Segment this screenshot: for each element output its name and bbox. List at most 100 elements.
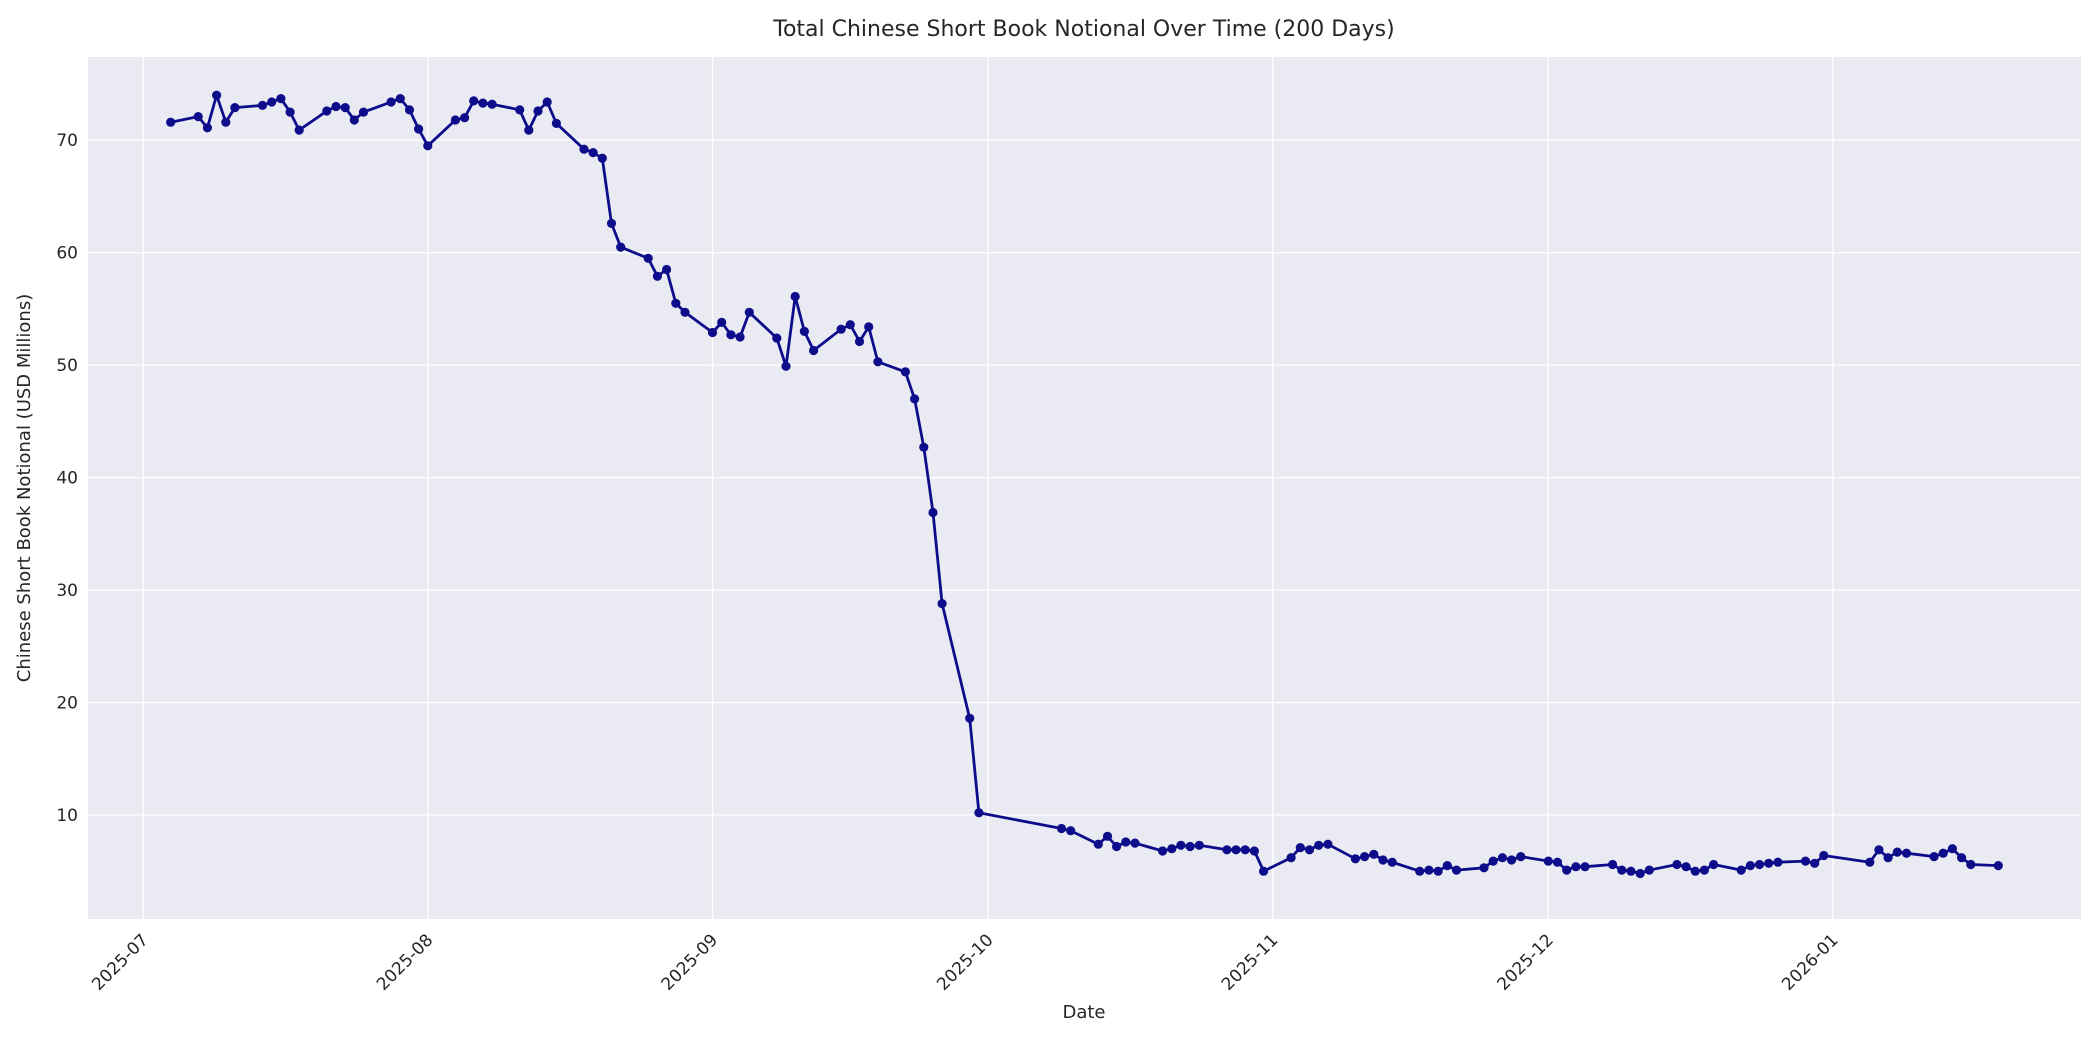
data-point (1350, 854, 1360, 864)
data-point (1562, 865, 1572, 875)
data-point (1709, 859, 1719, 870)
data-point (1130, 838, 1140, 848)
x-gridlines (142, 57, 1834, 919)
x-tick-2025-08: 2025-08 (373, 930, 437, 994)
x-tick-2025-11: 2025-11 (1218, 930, 1282, 994)
data-point (1314, 840, 1324, 850)
data-point (331, 101, 341, 112)
data-point (1865, 857, 1875, 867)
data-point (836, 324, 846, 334)
y-axis-label: Chinese Short Book Notional (USD Million… (14, 294, 35, 682)
data-point (597, 153, 607, 163)
data-point (643, 253, 653, 263)
data-point (450, 115, 460, 125)
data-point (900, 367, 911, 377)
data-point (414, 124, 424, 134)
data-point (1635, 868, 1645, 879)
data-point (910, 394, 920, 404)
data-point (680, 307, 690, 317)
data-point (340, 103, 350, 113)
data-point (294, 125, 304, 135)
data-point (671, 298, 681, 308)
data-point (1488, 856, 1498, 866)
x-tick-2025-07: 2025-07 (88, 930, 152, 994)
y-tick-10: 10 (56, 806, 78, 826)
data-point (1424, 865, 1434, 875)
data-point (1433, 866, 1443, 876)
data-point (1066, 826, 1076, 836)
data-point (1608, 859, 1618, 870)
data-point (1259, 866, 1269, 876)
data-point (652, 271, 663, 281)
data-point (1800, 856, 1811, 866)
x-tick-2026-01: 2026-01 (1778, 930, 1842, 994)
data-point (1194, 840, 1204, 850)
data-point (1681, 862, 1691, 872)
data-point (1957, 853, 1967, 863)
data-point (524, 125, 534, 135)
data-point (515, 105, 525, 115)
data-point (1966, 859, 1976, 870)
data-point (1626, 866, 1636, 876)
data-point (1415, 866, 1425, 876)
data-point (276, 94, 286, 104)
data-point (616, 242, 626, 252)
data-point (1295, 843, 1305, 853)
data-point (1304, 845, 1315, 855)
data-point (358, 107, 369, 117)
y-tick-30: 30 (56, 581, 78, 601)
data-point (1552, 857, 1563, 867)
data-point (854, 336, 865, 347)
data-point (1240, 845, 1250, 855)
data-point (1249, 846, 1259, 856)
data-point (1699, 865, 1709, 875)
data-point (221, 117, 231, 127)
x-tick-2025-10: 2025-10 (933, 930, 997, 994)
data-point (1185, 841, 1195, 852)
data-point (1929, 852, 1939, 862)
data-point (1883, 853, 1893, 863)
data-point (1112, 841, 1122, 852)
data-point (1901, 848, 1912, 858)
data-point (1690, 866, 1700, 876)
data-point (606, 218, 617, 228)
data-point (1892, 847, 1902, 857)
data-point (1158, 846, 1168, 856)
data-point (285, 107, 295, 117)
data-point (1516, 852, 1526, 862)
data-point (809, 345, 819, 356)
data-point (1387, 857, 1397, 867)
data-point (1231, 845, 1241, 855)
data-point (726, 330, 736, 340)
x-axis-label: Date (1062, 1002, 1105, 1023)
data-point (1745, 861, 1755, 871)
data-point (1947, 844, 1957, 854)
data-point (533, 106, 543, 116)
data-point (1874, 845, 1884, 855)
data-point (864, 322, 874, 332)
data-point (1167, 844, 1177, 854)
data-point (928, 507, 938, 518)
data-point (1497, 853, 1507, 863)
y-tick-40: 40 (56, 469, 78, 489)
y-tick-70: 70 (56, 131, 78, 151)
data-point (1369, 849, 1379, 859)
data-point (542, 97, 552, 107)
data-point (1672, 859, 1682, 870)
data-point (1378, 855, 1388, 865)
data-point (799, 326, 810, 336)
data-point (744, 307, 754, 317)
data-point (1773, 857, 1783, 867)
data-point (974, 808, 984, 818)
data-point (349, 115, 359, 125)
data-point (551, 118, 562, 128)
data-point (423, 141, 433, 151)
data-point (1644, 865, 1654, 875)
data-point (386, 97, 396, 107)
data-point (395, 94, 405, 104)
data-point (1810, 858, 1820, 868)
y-tick-60: 60 (56, 244, 78, 264)
x-axis-tick-labels: 2025-07 2025-08 2025-09 2025-10 2025-11 2025-… (88, 930, 1842, 994)
data-point (1451, 865, 1462, 875)
